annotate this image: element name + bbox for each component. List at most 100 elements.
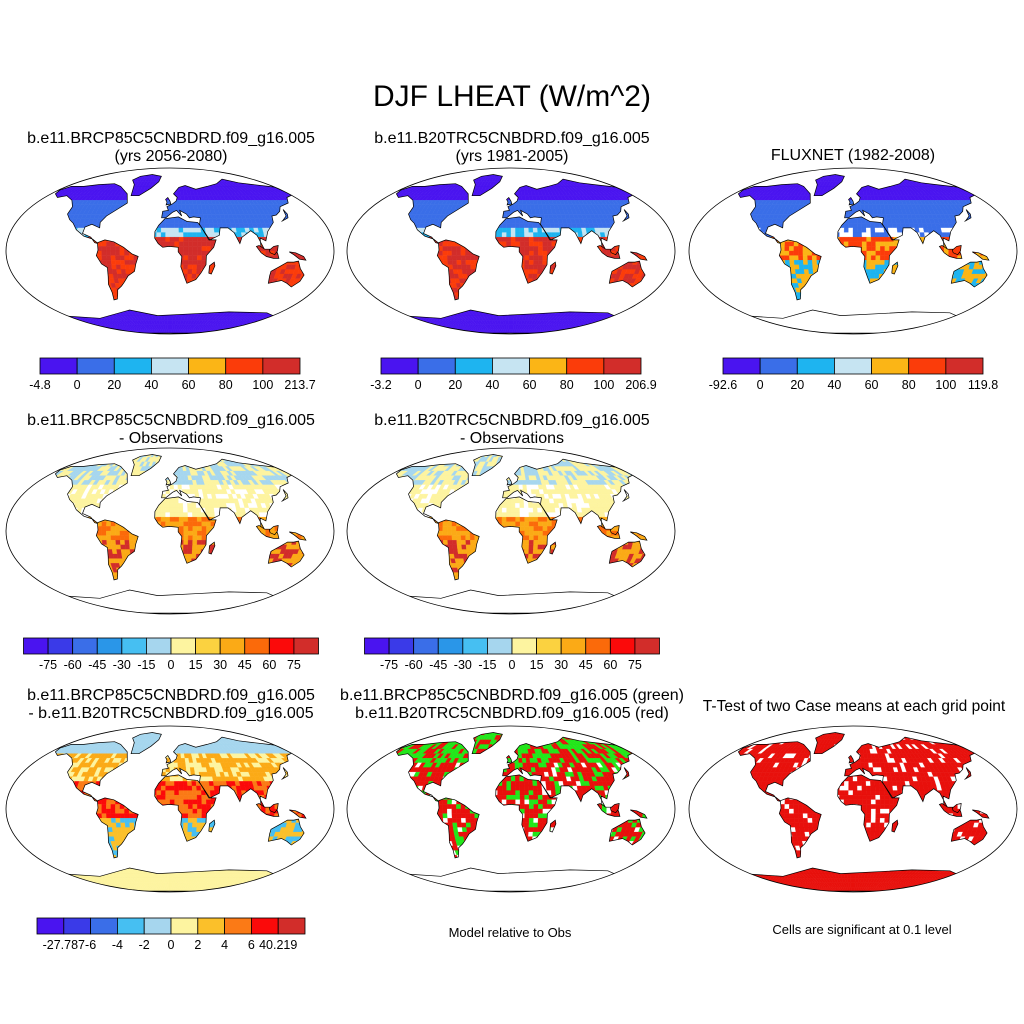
colorbar-swatch xyxy=(64,918,91,934)
map-land xyxy=(689,726,1017,892)
colorbar-swatch xyxy=(196,638,221,654)
colorbar-tick-label: 45 xyxy=(238,658,252,672)
colorbar-swatch xyxy=(455,358,492,374)
colorbar-swatch xyxy=(438,638,463,654)
map-panel xyxy=(4,724,336,894)
colorbar-tick-label: 4 xyxy=(221,938,228,952)
colorbar-swatch xyxy=(114,358,151,374)
colorbar-swatch xyxy=(73,638,98,654)
colorbar: -75 -60 -45 -30 -15 0 15 30 45 60 75 xyxy=(347,636,677,676)
colorbar-swatch xyxy=(171,918,198,934)
colorbar-swatch xyxy=(635,638,660,654)
colorbar-swatch xyxy=(37,918,64,934)
colorbar-tick-label: -4.8 xyxy=(29,378,51,392)
colorbar-swatch xyxy=(48,638,73,654)
colorbar-swatch xyxy=(245,638,270,654)
colorbar-tick-label: 20 xyxy=(790,378,804,392)
colorbar-swatch xyxy=(487,638,512,654)
colorbar-swatch xyxy=(561,638,586,654)
panel-title-line1: b.e11.BRCP85C5CNBDRD.f09_g16.005 (green) xyxy=(322,687,702,705)
colorbar-tick-label: 0 xyxy=(74,378,81,392)
panel-title-line1: T-Test of two Case means at each grid po… xyxy=(684,698,1024,716)
colorbar-tick-label: 60 xyxy=(182,378,196,392)
figure-title: DJF LHEAT (W/m^2) xyxy=(0,80,1024,114)
colorbar-tick-label: -60 xyxy=(64,658,82,672)
colorbar-tick-label: 0 xyxy=(168,938,175,952)
map-land xyxy=(6,448,334,614)
colorbar-tick-label: 30 xyxy=(554,658,568,672)
panel-title-line1: b.e11.B20TRC5CNBDRD.f09_g16.005 xyxy=(342,130,682,148)
colorbar-swatch xyxy=(198,918,225,934)
map-panel xyxy=(345,446,677,616)
colorbar-tick-label: 15 xyxy=(530,658,544,672)
panel-title: b.e11.BRCP85C5CNBDRD.f09_g16.005 (yrs 20… xyxy=(1,130,341,166)
colorbar-swatch xyxy=(414,638,439,654)
map-panel xyxy=(687,724,1019,894)
colorbar-tick-label: -4 xyxy=(112,938,123,952)
colorbar-swatch xyxy=(24,638,49,654)
colorbar-swatch xyxy=(146,638,171,654)
colorbar-swatch xyxy=(365,638,390,654)
colorbar-swatch xyxy=(530,358,567,374)
colorbar-tick-label: 80 xyxy=(219,378,233,392)
colorbar-swatch xyxy=(77,358,114,374)
map-land xyxy=(347,726,675,892)
colorbar-swatch xyxy=(586,638,611,654)
colorbar-tick-label: 60 xyxy=(865,378,879,392)
colorbar-tick-label: -75 xyxy=(39,658,57,672)
map-land xyxy=(347,168,675,334)
colorbar-tick-label: 2 xyxy=(194,938,201,952)
colorbar-tick-label: 119.8 xyxy=(968,378,998,392)
colorbar: -27.787 -6 -4 -2 0 2 4 6 40.219 xyxy=(6,916,336,956)
map-land xyxy=(6,168,334,334)
colorbar-tick-label: -15 xyxy=(478,658,496,672)
panel-title: b.e11.B20TRC5CNBDRD.f09_g16.005 - Observ… xyxy=(342,412,682,448)
colorbar-tick-label: 20 xyxy=(107,378,121,392)
map-panel xyxy=(345,166,677,336)
colorbar-swatch xyxy=(492,358,529,374)
colorbar-swatch xyxy=(797,358,834,374)
panel-title-line1: b.e11.BRCP85C5CNBDRD.f09_g16.005 xyxy=(1,687,341,705)
colorbar-swatch xyxy=(463,638,488,654)
colorbar-tick-label: 80 xyxy=(902,378,916,392)
colorbar-swatch xyxy=(40,358,77,374)
colorbar-tick-label: -30 xyxy=(113,658,131,672)
panel-note: Model relative to Obs xyxy=(340,925,680,940)
colorbar-tick-label: 15 xyxy=(189,658,203,672)
panel-title-line2: (yrs 1981-2005) xyxy=(342,148,682,166)
colorbar-swatch xyxy=(512,638,537,654)
colorbar-swatch xyxy=(389,638,414,654)
panel-note: Cells are significant at 0.1 level xyxy=(692,922,1024,937)
colorbar-swatch xyxy=(567,358,604,374)
colorbar-swatch xyxy=(834,358,871,374)
colorbar-tick-label: 6 xyxy=(248,938,255,952)
panel-title: b.e11.BRCP85C5CNBDRD.f09_g16.005 - Obser… xyxy=(1,412,341,448)
colorbar-swatch xyxy=(537,638,562,654)
colorbar-tick-label: -45 xyxy=(88,658,106,672)
panel-title-line2: (yrs 2056-2080) xyxy=(1,148,341,166)
map-land xyxy=(347,448,675,614)
map-panel xyxy=(4,166,336,336)
panel-title: b.e11.BRCP85C5CNBDRD.f09_g16.005 (green)… xyxy=(322,687,702,723)
colorbar-swatch xyxy=(909,358,946,374)
colorbar-tick-label: 75 xyxy=(628,658,642,672)
colorbar-tick-label: 0 xyxy=(415,378,422,392)
colorbar-tick-label: 75 xyxy=(287,658,301,672)
colorbar-tick-label: 0 xyxy=(509,658,516,672)
colorbar-tick-label: 0 xyxy=(168,658,175,672)
colorbar-tick-label: 80 xyxy=(560,378,574,392)
colorbar-tick-label: -60 xyxy=(405,658,423,672)
colorbar-tick-label: 60 xyxy=(262,658,276,672)
colorbar: -75 -60 -45 -30 -15 0 15 30 45 60 75 xyxy=(6,636,336,676)
colorbar-swatch xyxy=(97,638,122,654)
colorbar-swatch xyxy=(872,358,909,374)
colorbar-swatch xyxy=(418,358,455,374)
map-land xyxy=(6,726,334,892)
colorbar-tick-label: -45 xyxy=(429,658,447,672)
colorbar-tick-label: -3.2 xyxy=(370,378,392,392)
colorbar-tick-label: 60 xyxy=(603,658,617,672)
colorbar-swatch xyxy=(189,358,226,374)
colorbar: -4.8 0 20 40 60 80 100 213.7 xyxy=(20,356,320,396)
colorbar-swatch xyxy=(946,358,983,374)
colorbar-swatch xyxy=(91,918,118,934)
